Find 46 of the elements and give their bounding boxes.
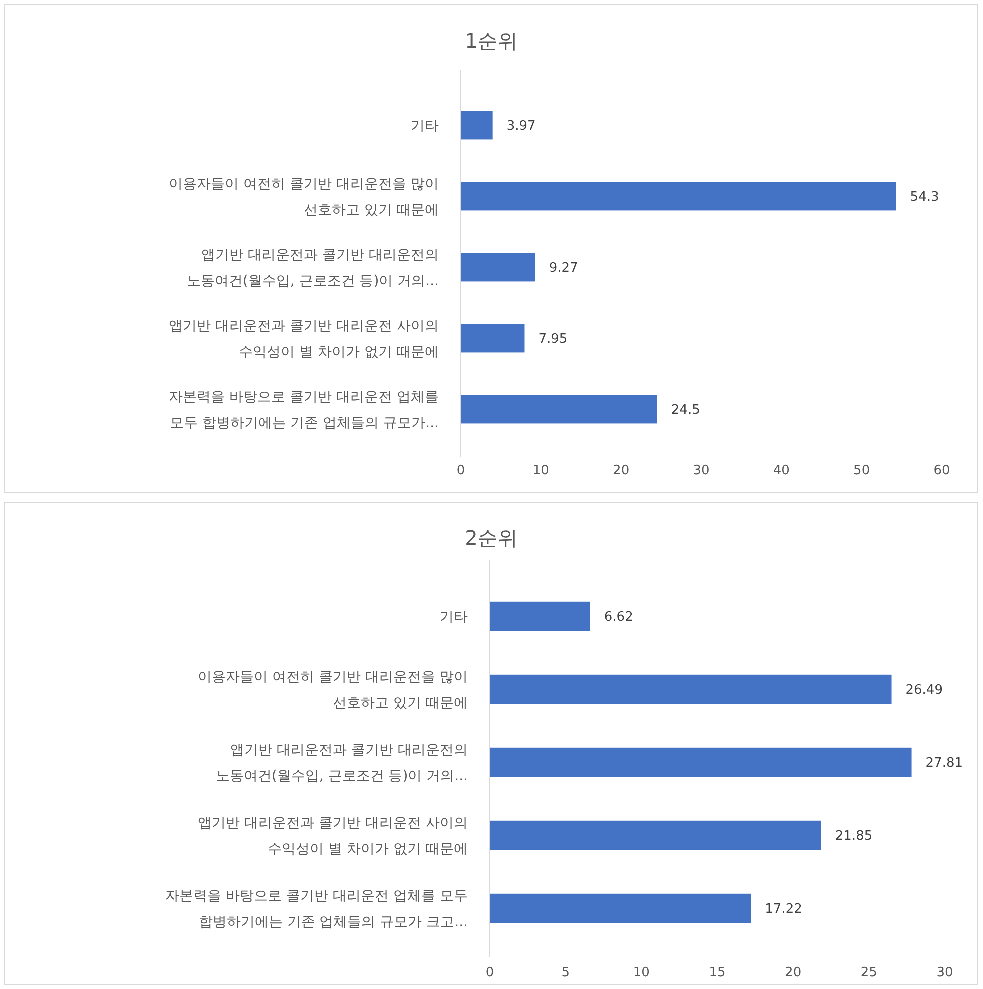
x-tick-label: 40 bbox=[773, 464, 790, 479]
x-tick-label: 10 bbox=[633, 966, 650, 981]
data-label: 3.97 bbox=[506, 119, 536, 134]
y-tick-label: 이용자들이 여전히 콜기반 대리운전을 많이 선호하고 있기 때문에 bbox=[198, 669, 468, 712]
chart-title: 2순위 bbox=[465, 526, 518, 550]
y-tick-label: 이용자들이 여전히 콜기반 대리운전을 많이 선호하고 있기 때문에 bbox=[169, 176, 439, 218]
x-tick-label: 0 bbox=[456, 464, 466, 479]
data-label: 17.22 bbox=[765, 902, 802, 918]
y-tick-label: 앱기반 대리운전과 콜기반 대리운전 사이의 수익성이 별 차이가 없기 때문에 bbox=[169, 318, 439, 360]
y-tick-label: 기타 bbox=[440, 609, 468, 626]
bar bbox=[461, 395, 658, 424]
data-label: 21.85 bbox=[835, 829, 873, 844]
data-label: 6.62 bbox=[604, 610, 634, 626]
x-tick-label: 10 bbox=[532, 464, 550, 479]
y-tick-label: 기타 bbox=[411, 118, 439, 134]
x-tick-label: 5 bbox=[562, 966, 570, 981]
bar bbox=[461, 324, 525, 353]
bar bbox=[490, 894, 752, 924]
bar bbox=[490, 602, 590, 632]
y-tick-label: 앱기반 대리운전과 콜기반 대리운전 사이의 수익성이 별 차이가 없기 때문에 bbox=[198, 815, 468, 858]
data-label: 24.5 bbox=[671, 403, 700, 418]
x-tick-label: 0 bbox=[486, 966, 494, 981]
x-tick-label: 30 bbox=[693, 464, 710, 479]
bar bbox=[490, 820, 822, 850]
x-tick-label: 30 bbox=[936, 966, 954, 981]
data-label: 54.3 bbox=[910, 190, 940, 206]
x-tick-label: 20 bbox=[613, 464, 630, 479]
y-tick-label: 앱기반 대리운전과 콜기반 대리운전의 노동여건(월수입, 근로조건 등)이 거의... bbox=[186, 247, 439, 290]
bar bbox=[490, 748, 912, 778]
y-tick-label: 자본력을 바탕으로 콜기반 대리운전 업체를 모두 합병하기에는 기존 업체들의 규모가 크고... bbox=[166, 888, 468, 930]
chart-title: 1순위 bbox=[465, 29, 518, 53]
y-tick-label: 자본력을 바탕으로 콜기반 대리운전 업체를 모두 합병하기에는 기존 업체들의 규모가... bbox=[169, 389, 439, 432]
data-label: 9.27 bbox=[549, 261, 578, 276]
data-label: 7.95 bbox=[538, 332, 568, 348]
x-tick-label: 15 bbox=[709, 966, 726, 981]
data-label: 27.81 bbox=[926, 756, 964, 772]
x-tick-label: 25 bbox=[860, 966, 878, 981]
bar bbox=[490, 674, 892, 704]
bar bbox=[461, 182, 896, 211]
bar bbox=[461, 253, 536, 282]
y-tick-label: 앱기반 대리운전과 콜기반 대리운전의 노동여건(월수입, 근로조건 등)이 거의... bbox=[216, 742, 468, 784]
data-label: 26.49 bbox=[906, 683, 943, 698]
x-tick-label: 60 bbox=[934, 464, 950, 479]
x-tick-label: 50 bbox=[854, 464, 870, 479]
bar bbox=[461, 111, 493, 140]
x-tick-label: 20 bbox=[785, 966, 802, 981]
